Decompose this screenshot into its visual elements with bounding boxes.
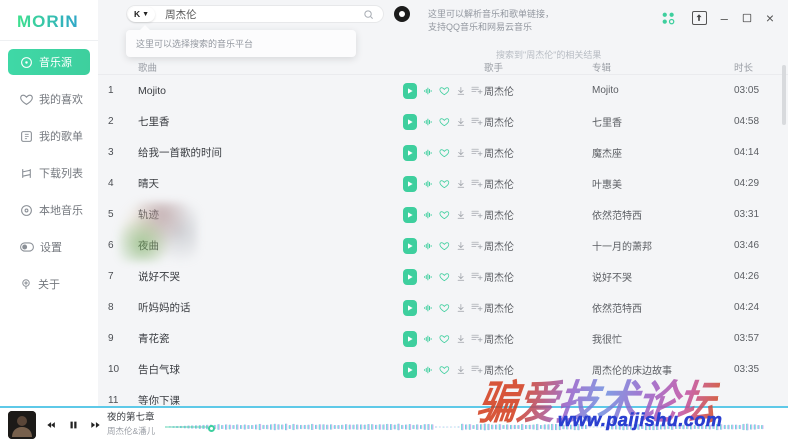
svg-text:MORIN: MORIN (17, 12, 79, 30)
